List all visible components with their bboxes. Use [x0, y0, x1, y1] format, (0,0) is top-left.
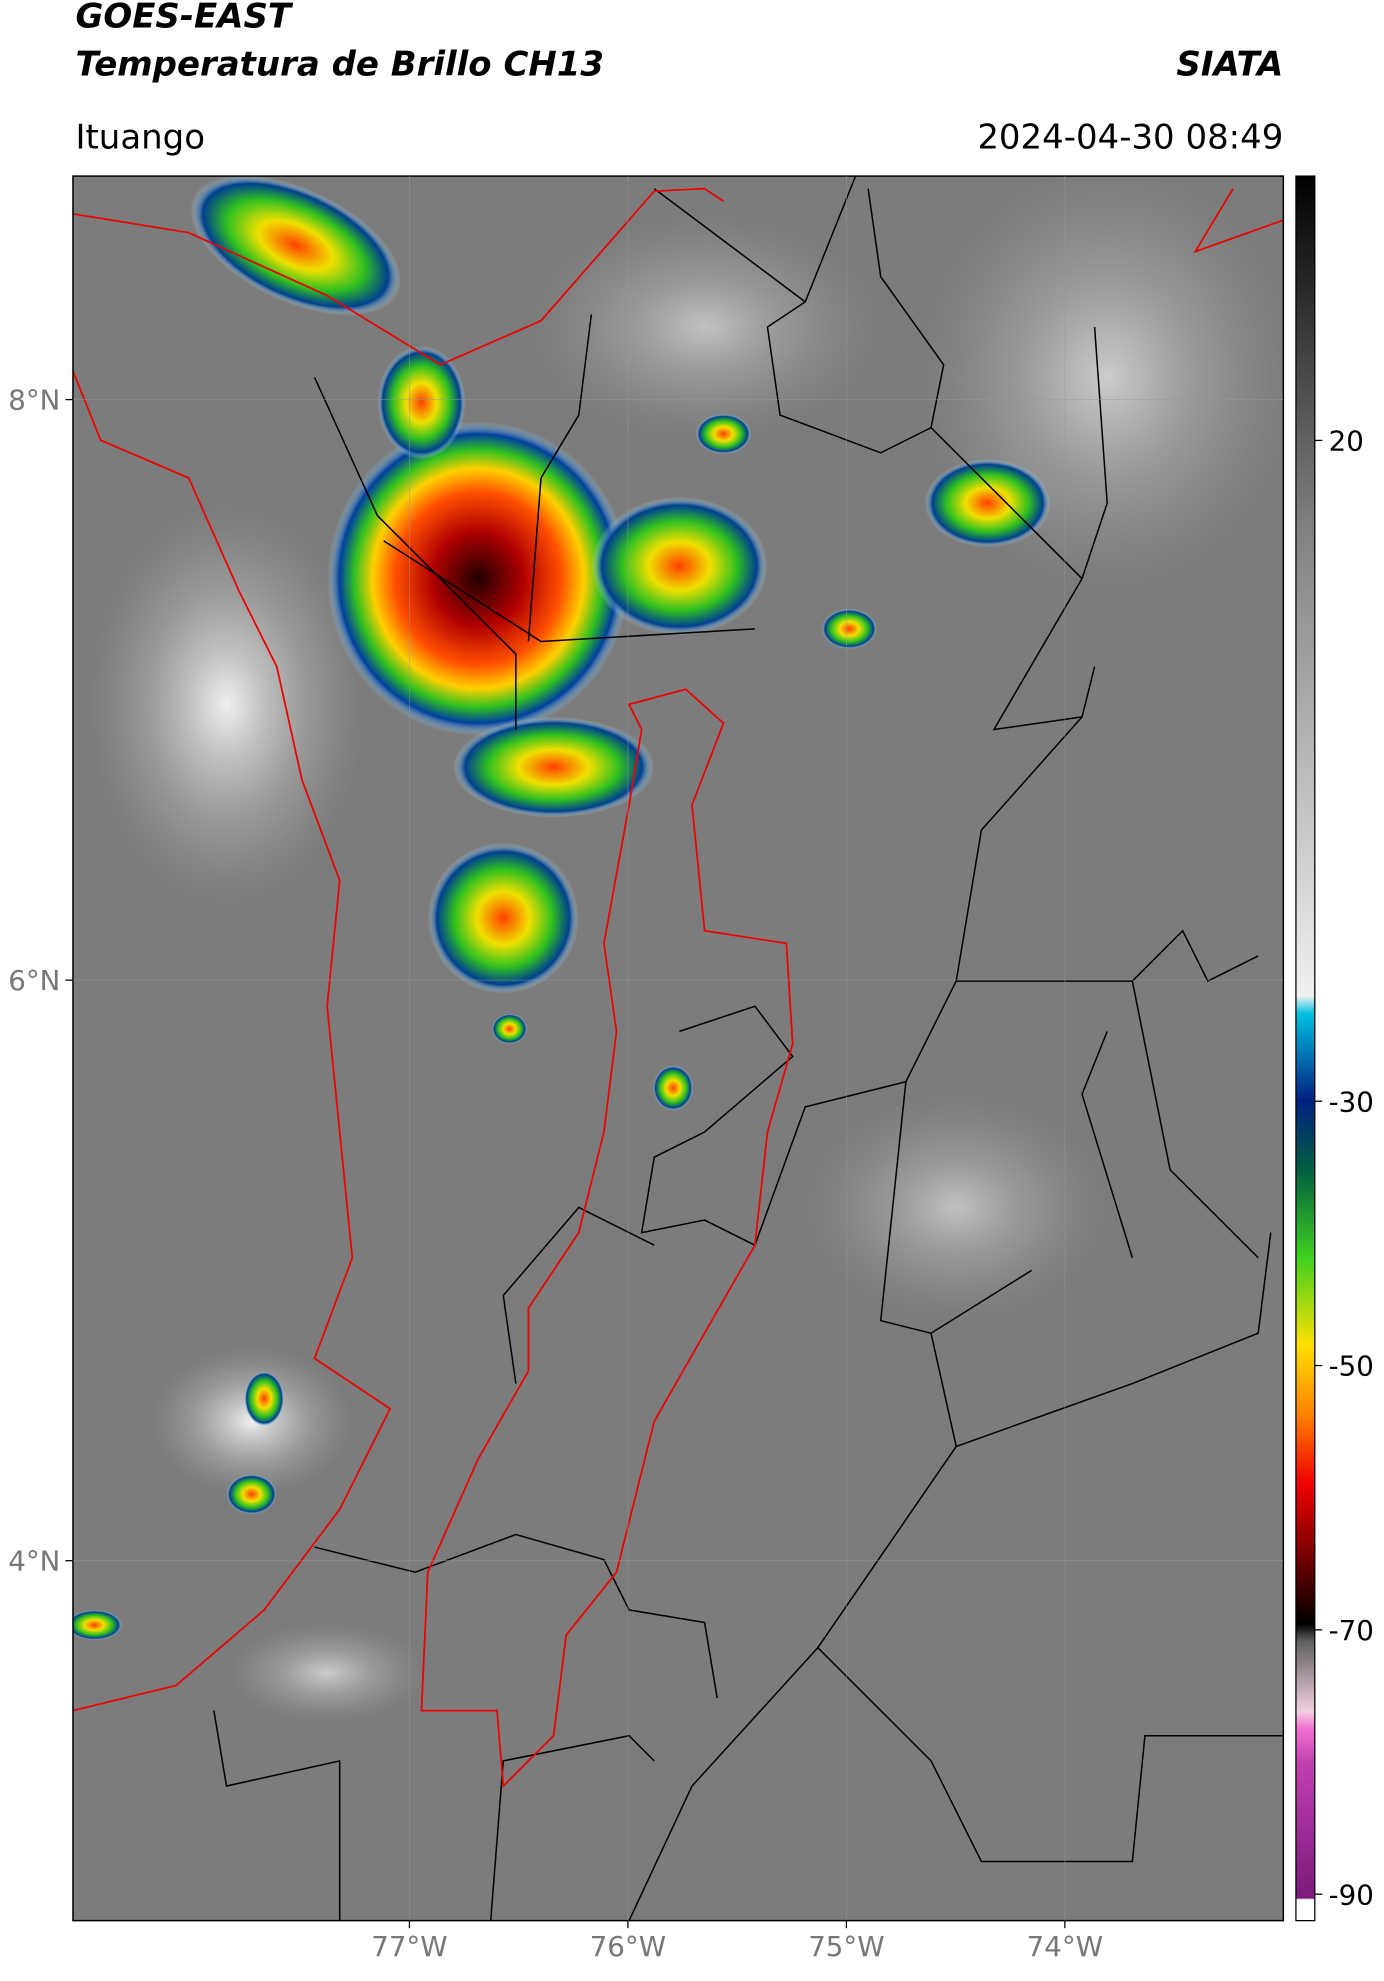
storm: [244, 1370, 285, 1427]
storm: [452, 716, 655, 818]
x-tick-label: 74°W: [1027, 1930, 1103, 1963]
colorbar-tick-label: -90: [1329, 1878, 1374, 1911]
y-tick-label: 6°N: [8, 964, 60, 997]
cloud: [226, 1622, 428, 1724]
cloud: [805, 1094, 1108, 1321]
title: GOES-EAST: [75, 0, 293, 37]
storm: [695, 413, 752, 455]
map-frame: [72, 175, 1285, 1922]
subtitle: Temperatura de Brillo CH13: [75, 44, 604, 84]
colorbar-tick-label: -30: [1329, 1085, 1374, 1118]
boundaries: [72, 187, 1284, 1789]
storm: [491, 1013, 528, 1044]
y-tick-label: 4°N: [8, 1545, 60, 1578]
storm: [377, 345, 466, 460]
colorbar-tick-label: -50: [1329, 1350, 1374, 1383]
cloud: [150, 1345, 353, 1497]
storm: [226, 1474, 277, 1515]
x-tick-label: 77°W: [371, 1930, 447, 1963]
storm: [72, 1609, 123, 1641]
location: Ituango: [75, 117, 205, 157]
datetime: 2024-04-30 08:49: [977, 117, 1283, 157]
storm: [591, 496, 768, 636]
source: SIATA: [1176, 44, 1283, 84]
cloud: [88, 503, 365, 906]
storm: [924, 459, 1051, 548]
storm: [327, 421, 630, 736]
storm: [427, 842, 579, 994]
storm: [821, 608, 877, 650]
storm: [190, 176, 402, 316]
borders: [213, 176, 1284, 1921]
storm: [652, 1065, 694, 1111]
x-tick-label: 75°W: [808, 1930, 884, 1963]
colorbar: [1295, 175, 1316, 1922]
y-tick-label: 8°N: [8, 384, 60, 417]
colorbar-tick-label: 20: [1329, 424, 1364, 457]
x-tick-label: 76°W: [590, 1930, 666, 1963]
colorbar-tick-label: -70: [1329, 1614, 1374, 1647]
cloud: [528, 213, 881, 441]
map: [72, 176, 1284, 1921]
